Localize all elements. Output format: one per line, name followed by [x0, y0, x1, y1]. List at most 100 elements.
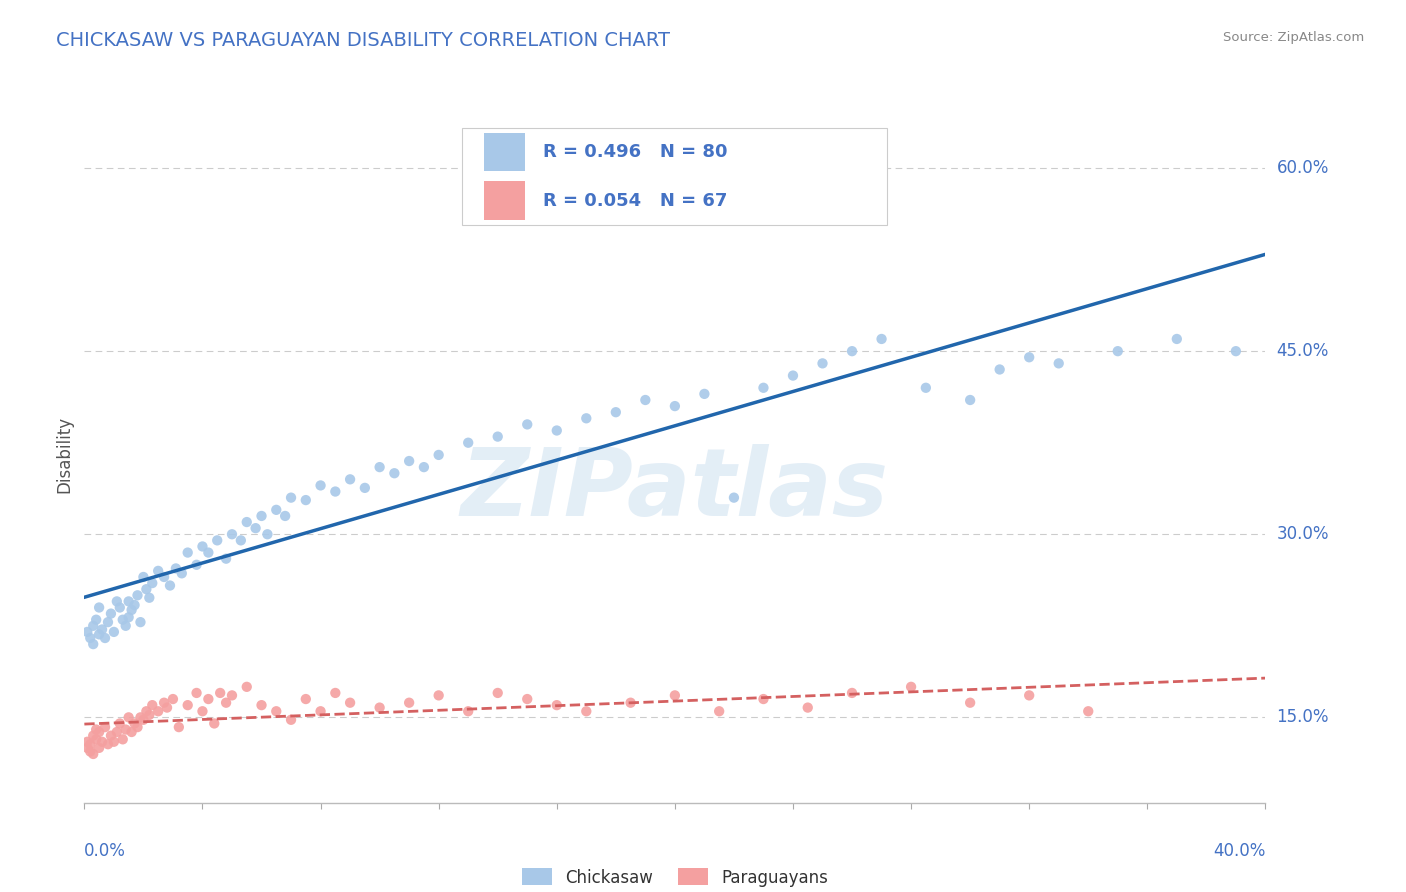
Text: R = 0.054   N = 67: R = 0.054 N = 67 — [543, 192, 727, 210]
Point — [235, 680, 259, 694]
Point — [264, 704, 288, 718]
Point — [215, 551, 238, 566]
Point — [959, 392, 981, 407]
FancyBboxPatch shape — [463, 128, 887, 226]
Point — [796, 700, 818, 714]
Point — [82, 747, 104, 761]
Point — [141, 698, 163, 713]
Point — [413, 460, 436, 475]
Text: Source: ZipAtlas.com: Source: ZipAtlas.com — [1223, 31, 1364, 45]
Point — [84, 723, 107, 737]
Point — [108, 716, 131, 731]
Point — [752, 381, 775, 395]
Point — [250, 508, 273, 523]
Point — [575, 704, 598, 718]
Point — [516, 417, 538, 432]
Point — [82, 729, 104, 743]
Point — [693, 387, 716, 401]
Point — [398, 454, 420, 468]
Point — [100, 607, 122, 621]
Point — [76, 740, 98, 755]
Point — [368, 460, 391, 475]
Point — [87, 740, 111, 755]
Point — [118, 710, 141, 724]
Point — [221, 527, 243, 541]
Point — [368, 700, 391, 714]
Point — [105, 725, 128, 739]
Point — [79, 737, 101, 751]
Point — [91, 735, 114, 749]
Point — [280, 491, 302, 505]
Point — [339, 472, 361, 486]
Point — [605, 405, 627, 419]
Point — [274, 508, 297, 523]
Point — [221, 689, 243, 703]
Point — [516, 692, 538, 706]
Point — [186, 686, 208, 700]
Point — [177, 545, 200, 559]
Point — [209, 686, 232, 700]
Point — [197, 545, 219, 559]
Point — [186, 558, 208, 572]
Point — [382, 467, 406, 481]
Point — [988, 362, 1011, 376]
Point — [575, 411, 598, 425]
Point — [162, 692, 184, 706]
Point — [256, 527, 278, 541]
Point — [398, 696, 420, 710]
Point — [127, 588, 149, 602]
Point — [634, 392, 657, 407]
Point — [124, 716, 146, 731]
Point — [959, 696, 981, 710]
Point — [100, 729, 122, 743]
Point — [235, 515, 259, 529]
Point — [723, 491, 745, 505]
Point — [191, 704, 214, 718]
Point — [118, 594, 141, 608]
Point — [546, 698, 568, 713]
Point — [76, 624, 98, 639]
Point — [197, 692, 219, 706]
Point — [79, 745, 101, 759]
Point — [153, 570, 176, 584]
Point — [841, 686, 863, 700]
Point — [129, 615, 152, 629]
Point — [191, 540, 214, 554]
Point — [709, 203, 731, 218]
Point — [159, 578, 181, 592]
Point — [309, 704, 332, 718]
Point — [135, 582, 157, 597]
Point — [870, 332, 893, 346]
Point — [108, 600, 131, 615]
Point — [111, 613, 134, 627]
Text: R = 0.496   N = 80: R = 0.496 N = 80 — [543, 143, 727, 161]
Point — [121, 603, 143, 617]
Point — [84, 732, 107, 747]
Point — [129, 710, 152, 724]
Point — [323, 686, 347, 700]
Y-axis label: Disability: Disability — [55, 417, 73, 493]
Point — [295, 692, 318, 706]
Point — [87, 627, 111, 641]
Point — [1018, 351, 1040, 365]
Point — [323, 484, 347, 499]
Point — [486, 429, 509, 443]
Point — [132, 570, 155, 584]
Point — [709, 704, 731, 718]
Point — [170, 566, 193, 581]
Text: ZIPatlas: ZIPatlas — [461, 443, 889, 536]
FancyBboxPatch shape — [484, 133, 524, 171]
Point — [280, 713, 302, 727]
Point — [914, 381, 936, 395]
Point — [339, 696, 361, 710]
Point — [215, 696, 238, 710]
Text: 0.0%: 0.0% — [84, 842, 127, 860]
Point — [205, 533, 228, 548]
Point — [103, 735, 125, 749]
Text: 15.0%: 15.0% — [1277, 708, 1329, 726]
Text: 30.0%: 30.0% — [1277, 525, 1329, 543]
Point — [1077, 704, 1099, 718]
Point — [202, 716, 225, 731]
Point — [354, 481, 377, 495]
Point — [124, 598, 146, 612]
